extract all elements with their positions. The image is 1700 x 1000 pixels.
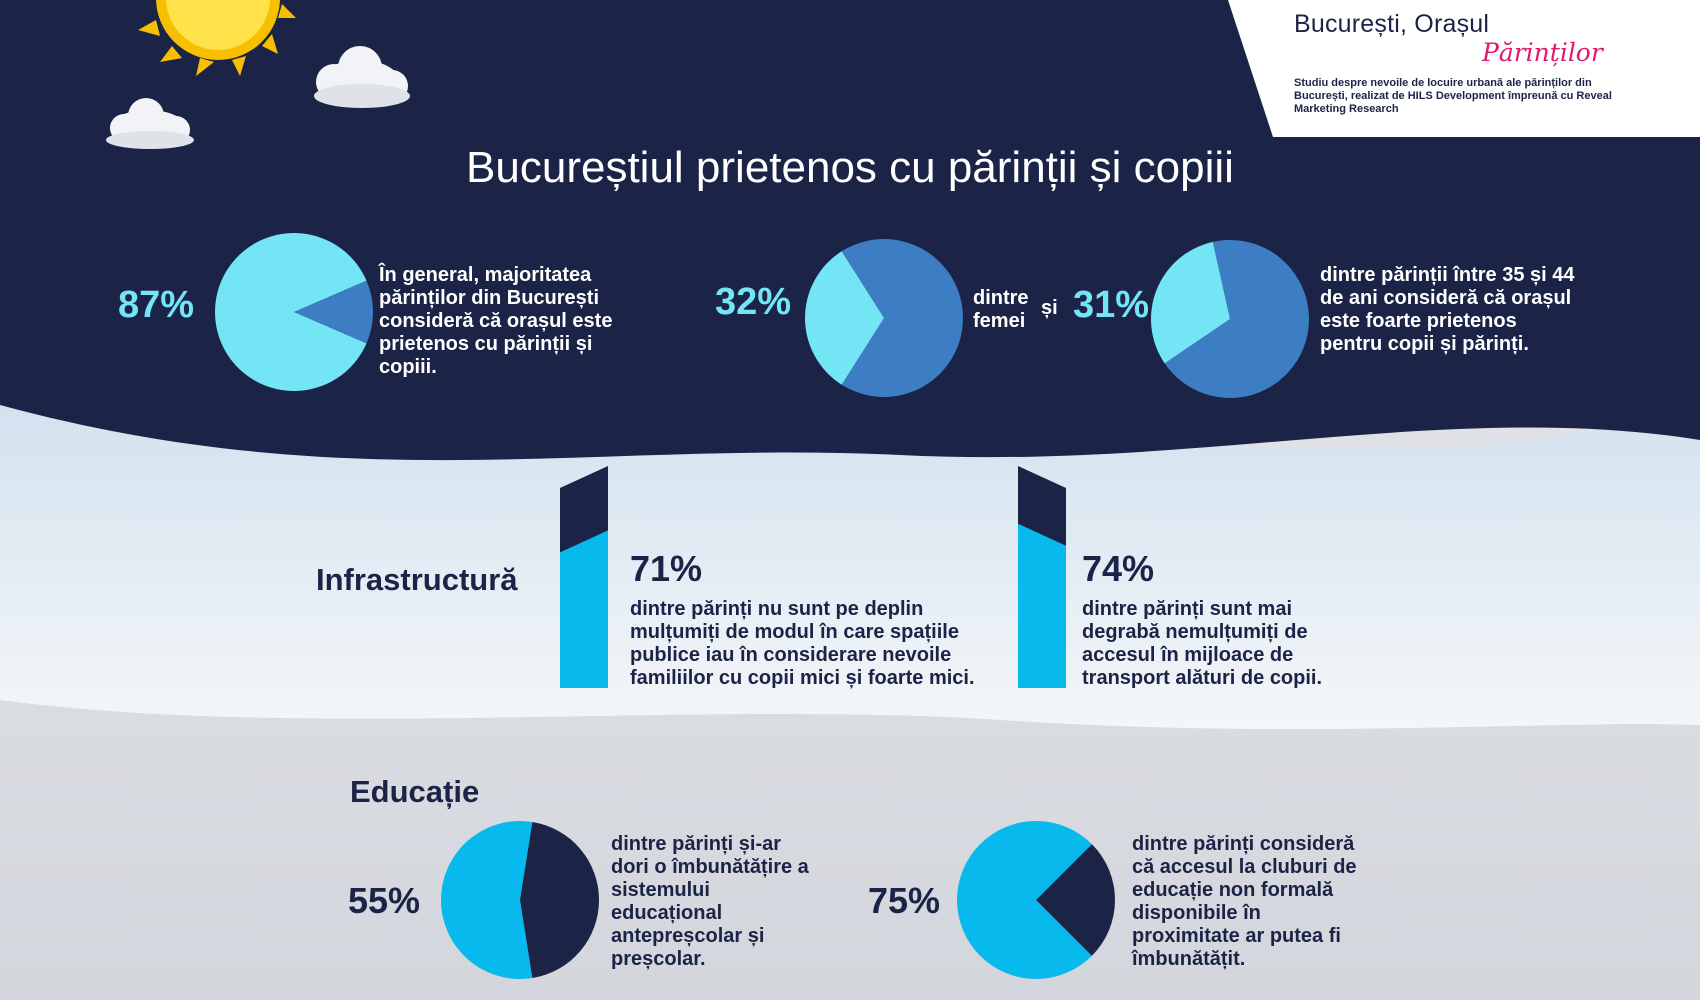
pie-chart-55 <box>441 821 599 979</box>
stat-55-text: dintre părinți și-ar dori o îmbunătățire… <box>611 833 809 970</box>
pie-slice-25 <box>1036 844 1115 956</box>
bar-74-fill <box>1018 523 1066 688</box>
sky-band <box>0 405 1700 730</box>
bar-chart-71 <box>560 466 608 688</box>
education-title: Educație <box>350 774 480 809</box>
sun-icon <box>138 0 296 76</box>
cloud-icon <box>106 98 194 149</box>
brand-subtitle: Studiu despre nevoile de locuire urbană … <box>1294 77 1612 115</box>
stat-31-text: dintre părinții între 35 și 44 de ani co… <box>1320 264 1575 355</box>
pie-slice-69 <box>1164 240 1309 398</box>
connector-text: și <box>1041 297 1058 319</box>
pie-slice-87 <box>214 233 367 391</box>
pie-chart-75 <box>957 821 1115 979</box>
pie-slice-45 <box>520 821 599 979</box>
pie-slice-13 <box>294 280 373 344</box>
bar-chart-74 <box>1018 466 1066 688</box>
stat-87-label: 87% <box>118 284 195 326</box>
stat-87-text: În general, majoritatea părinților din B… <box>379 264 613 378</box>
brand-script-title: Părinților <box>1482 38 1603 67</box>
stat-75-text: dintre părinți consideră că accesul la c… <box>1132 833 1357 970</box>
pie-slice-68 <box>841 239 963 397</box>
stat-71-label: 71% <box>630 548 703 589</box>
pie-chart-31 <box>1151 240 1309 398</box>
pie-chart-32 <box>805 239 963 397</box>
stat-55-label: 55% <box>348 880 421 921</box>
pie-chart-87 <box>214 233 373 391</box>
stat-75-label: 75% <box>868 880 941 921</box>
stat-32-text: dintre femei <box>973 287 1029 332</box>
pie-slice-55 <box>441 821 533 979</box>
pie-slice-31 <box>1151 241 1230 364</box>
stat-31-label: 31% <box>1073 284 1150 326</box>
cloud-icon <box>314 46 410 108</box>
brand-title: București, Orașul <box>1294 10 1490 38</box>
pie-slice-32 <box>805 251 884 385</box>
brand-box <box>1228 0 1700 137</box>
stat-71-text: dintre părinți nu sunt pe deplin mulțumi… <box>630 598 975 689</box>
bar-71-fill <box>560 530 608 688</box>
stat-74-label: 74% <box>1082 548 1155 589</box>
page-title: Bucureștiul prietenos cu părinții și cop… <box>466 143 1234 192</box>
stat-74-text: dintre părinți sunt mai degrabă nemulțum… <box>1082 598 1323 689</box>
stat-32-label: 32% <box>715 281 792 323</box>
infrastructure-title: Infrastructură <box>316 562 518 597</box>
pie-slice-75 <box>957 821 1092 979</box>
